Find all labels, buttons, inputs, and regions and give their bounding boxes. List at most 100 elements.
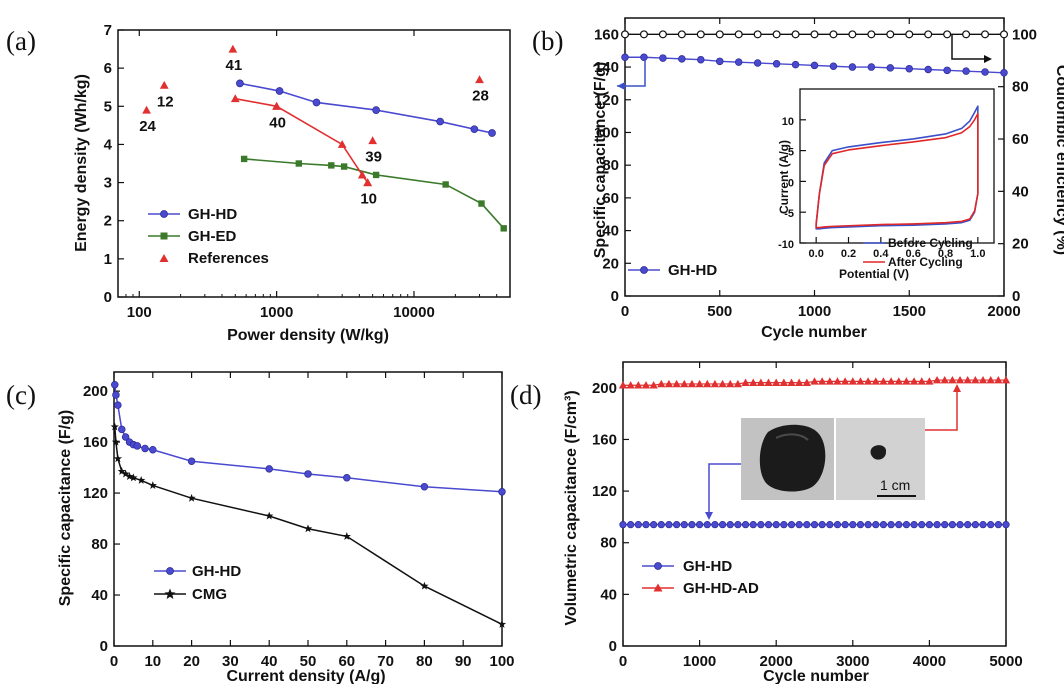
data-point-gh-hd (902, 521, 911, 529)
data-point-gh-hd-ad (626, 381, 635, 389)
data-point-gh-hd-ad (733, 379, 743, 388)
data-point-gh-hd (488, 129, 496, 137)
legend-gh-hd-marker (160, 210, 168, 218)
data-point-gh-hd (856, 521, 865, 529)
data-point-gh-hd (236, 79, 244, 88)
y2-tick-label: 0 (1012, 288, 1020, 305)
x-tick-label: 100 (127, 304, 152, 321)
data-point-cmg (113, 454, 123, 463)
legend-gh-hd-marker (640, 266, 648, 274)
panel-d-letter: (d) (510, 380, 541, 410)
panel-a-legend: GH-HD GH-ED References (148, 206, 269, 267)
y-tick-label: 100 (594, 124, 619, 141)
data-point-gh-hd (772, 521, 780, 529)
inset-ylabel: Current (A/g) (777, 140, 791, 214)
data-point-gh-hd-ad (802, 378, 811, 386)
data-point-gh-hd (872, 521, 880, 529)
inset-cv-curve-after-cycling (815, 112, 979, 229)
data-point-coulombic-efficiency (639, 30, 648, 39)
data-point-cmg (125, 472, 134, 481)
data-point-gh-hd (688, 521, 696, 529)
reference-label-40: 40 (269, 114, 286, 131)
data-point-gh-hd-ad (825, 377, 834, 385)
data-point-gh-hd (979, 521, 987, 529)
data-point-gh-hd-ad (764, 378, 773, 386)
data-point-gh-hd (787, 521, 796, 529)
data-point-coulombic-efficiency (943, 30, 952, 39)
legend-references-marker (159, 254, 169, 262)
y-tick-label: 160 (592, 431, 617, 448)
data-point-coulombic-efficiency (848, 30, 857, 39)
data-point-gh-ed (372, 171, 380, 179)
data-point-gh-hd-ad (634, 381, 643, 389)
data-point-gh-hd (841, 521, 849, 529)
data-point-gh-hd (753, 59, 762, 67)
data-point-gh-hd (886, 64, 895, 72)
y-tick-label: 160 (594, 26, 619, 43)
x-tick-label: 90 (455, 653, 472, 670)
data-point-reference-comparison (357, 170, 367, 179)
panel-d-volumetric-capacitance-chart: (d) Cycle number Volumetric capacitance … (510, 361, 1023, 684)
y-tick-label: 10 (782, 116, 794, 128)
y-tick-label: 2 (104, 213, 112, 230)
data-point-gh-hd (312, 98, 321, 107)
y-tick-label: 4 (104, 136, 113, 153)
x-tick-label: 1000 (260, 304, 293, 321)
x-tick-label: 0 (621, 303, 629, 320)
data-point-gh-hd (1002, 521, 1010, 529)
data-point-cmg (129, 473, 138, 482)
data-point-gh-hd (833, 521, 842, 529)
y-tick-label: 140 (594, 59, 619, 76)
data-point-gh-hd (810, 61, 819, 70)
y-tick-label: 5 (788, 147, 794, 159)
y-tick-label: -5 (784, 208, 794, 220)
data-point-gh-hd (680, 521, 688, 529)
data-point-gh-hd (962, 67, 970, 75)
data-point-gh-hd-ad (841, 377, 850, 385)
data-point-coulombic-efficiency (981, 30, 990, 39)
y-tick-label: 120 (83, 485, 108, 502)
data-point-gh-hd (187, 457, 196, 465)
data-point-gh-hd (849, 521, 857, 529)
data-point-gh-hd-ad (917, 377, 926, 385)
series-line-gh-hd (114, 384, 503, 493)
x-tick-label: 2000 (760, 653, 793, 670)
y-tick-label: 200 (592, 380, 617, 397)
legend-gh-hd-label: GH-HD (683, 558, 732, 575)
data-point-gh-hd (657, 521, 665, 529)
data-point-gh-hd-ad (695, 379, 704, 388)
data-point-gh-hd (304, 470, 312, 478)
panel-c-letter: (c) (6, 380, 36, 410)
data-point-gh-hd-ad (664, 379, 674, 388)
reference-label-24: 24 (139, 118, 156, 135)
data-point-gh-hd (697, 55, 705, 64)
y2-tick-label: 80 (1012, 79, 1029, 96)
legend-gh-ed-label: GH-ED (188, 228, 237, 245)
panel-a-ylabel: Energy density (Wh/kg) (73, 74, 90, 252)
gh-hd-ad-pointer-arrow (925, 388, 958, 431)
inset-legend: Before Cycling After Cycling (863, 236, 973, 269)
data-point-gh-hd-ad (909, 377, 919, 385)
x-tick-label: 500 (707, 303, 732, 320)
data-point-gh-hd (826, 521, 834, 529)
x-tick-label: 40 (261, 653, 278, 670)
data-point-gh-hd-ad (971, 375, 980, 384)
panel-d-photo: 1 cm (741, 418, 925, 500)
panel-c-rate-capability-chart: (c) Current density (A/g) Specific capac… (6, 371, 515, 684)
data-point-cmg (265, 511, 274, 520)
y-tick-label: 40 (600, 586, 617, 603)
panel-d-xlabel: Cycle number (763, 668, 869, 684)
y-tick-label: 0 (609, 638, 617, 655)
data-point-coulombic-efficiency (810, 30, 819, 39)
y-tick-label: 80 (600, 535, 617, 552)
data-point-gh-hd (741, 521, 750, 529)
data-point-gh-hd (621, 53, 629, 61)
data-point-gh-ed (328, 162, 335, 169)
panel-b-inset-cv-chart: Potential (V) Current (A/g) 0.0 0.2 0.4 0.6… (758, 88, 995, 287)
legend-gh-hd-label: GH-HD (668, 262, 717, 279)
inset-background (758, 89, 994, 287)
y-tick-label: 200 (83, 383, 108, 400)
reference-label-10: 10 (360, 191, 377, 208)
data-point-gh-hd (941, 521, 949, 529)
y2-tick-label: 60 (1012, 131, 1029, 148)
